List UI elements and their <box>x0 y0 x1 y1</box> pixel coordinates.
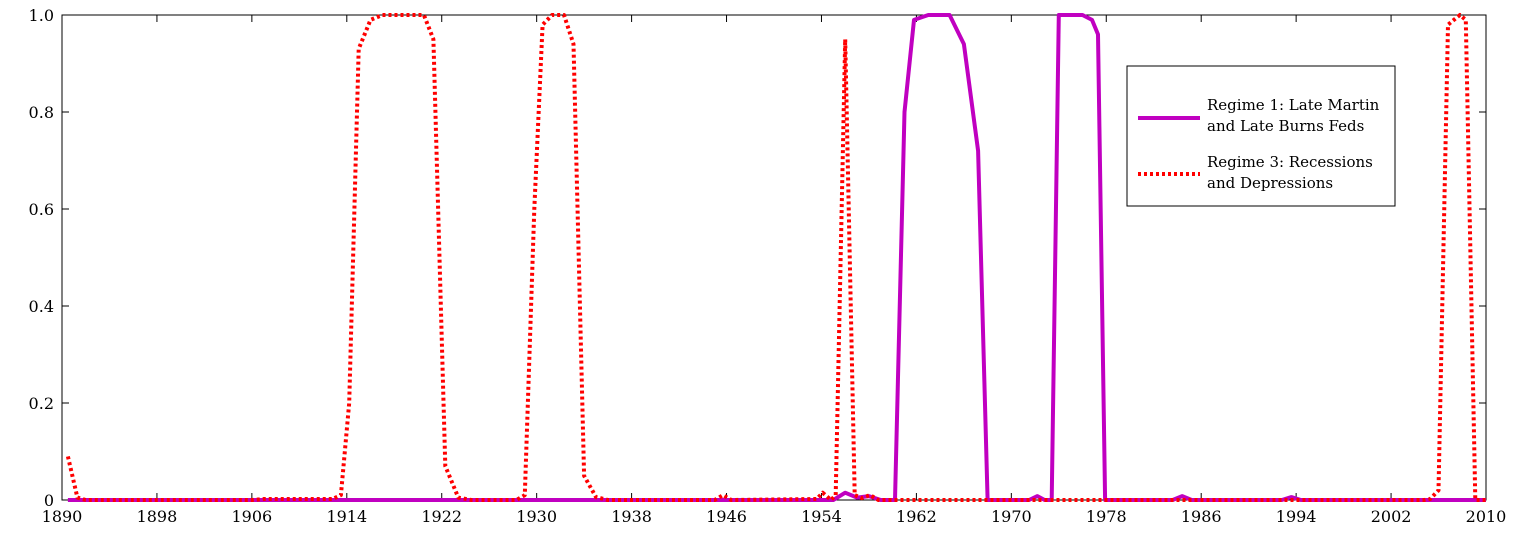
x-tick-label: 1938 <box>611 507 652 526</box>
series-lines <box>65 13 1486 502</box>
x-axis-labels: 1890 1898 1906 1914 1922 1930 1938 1946 1954 1962… <box>42 507 1507 526</box>
y-tick-label: 0.6 <box>29 200 54 219</box>
x-tick-label: 1994 <box>1276 507 1317 526</box>
x-tick-label: 1970 <box>991 507 1032 526</box>
y-tick-label: 0.4 <box>29 297 54 316</box>
x-tick-label: 1922 <box>421 507 462 526</box>
x-tick-label: 1986 <box>1181 507 1222 526</box>
x-tick-label: 1898 <box>137 507 178 526</box>
y-tick-label: 0 <box>44 491 54 510</box>
legend-label-regime-1-line-2: and Late Burns Feds <box>1207 117 1364 135</box>
x-tick-label: 2010 <box>1466 507 1507 526</box>
x-tick-label: 1930 <box>516 507 557 526</box>
x-tick-label: 2002 <box>1371 507 1412 526</box>
x-tick-label: 1946 <box>706 507 747 526</box>
y-tick-label: 1.0 <box>29 6 54 25</box>
legend-label-regime-3-line-2: and Depressions <box>1207 174 1333 192</box>
x-tick-label: 1954 <box>801 507 842 526</box>
series-line-regime-3 <box>65 13 1486 502</box>
legend-box <box>1126 65 1396 207</box>
y-tick-label: 0.8 <box>29 103 54 122</box>
x-tick-label: 1962 <box>896 507 937 526</box>
legend-label-regime-3-line-1: Regime 3: Recessions <box>1207 153 1373 171</box>
legend-label-regime-1-line-1: Regime 1: Late Martin <box>1207 96 1380 114</box>
x-tick-label: 1914 <box>326 507 367 526</box>
y-axis-labels: 0 0.2 0.4 0.6 0.8 1.0 <box>29 6 54 510</box>
x-tick-label: 1978 <box>1086 507 1127 526</box>
x-tick-label: 1890 <box>42 507 83 526</box>
y-tick-label: 0.2 <box>29 394 54 413</box>
legend: Regime 1: Late Martin and Late Burns Fed… <box>1126 65 1396 207</box>
x-tick-label: 1906 <box>232 507 273 526</box>
